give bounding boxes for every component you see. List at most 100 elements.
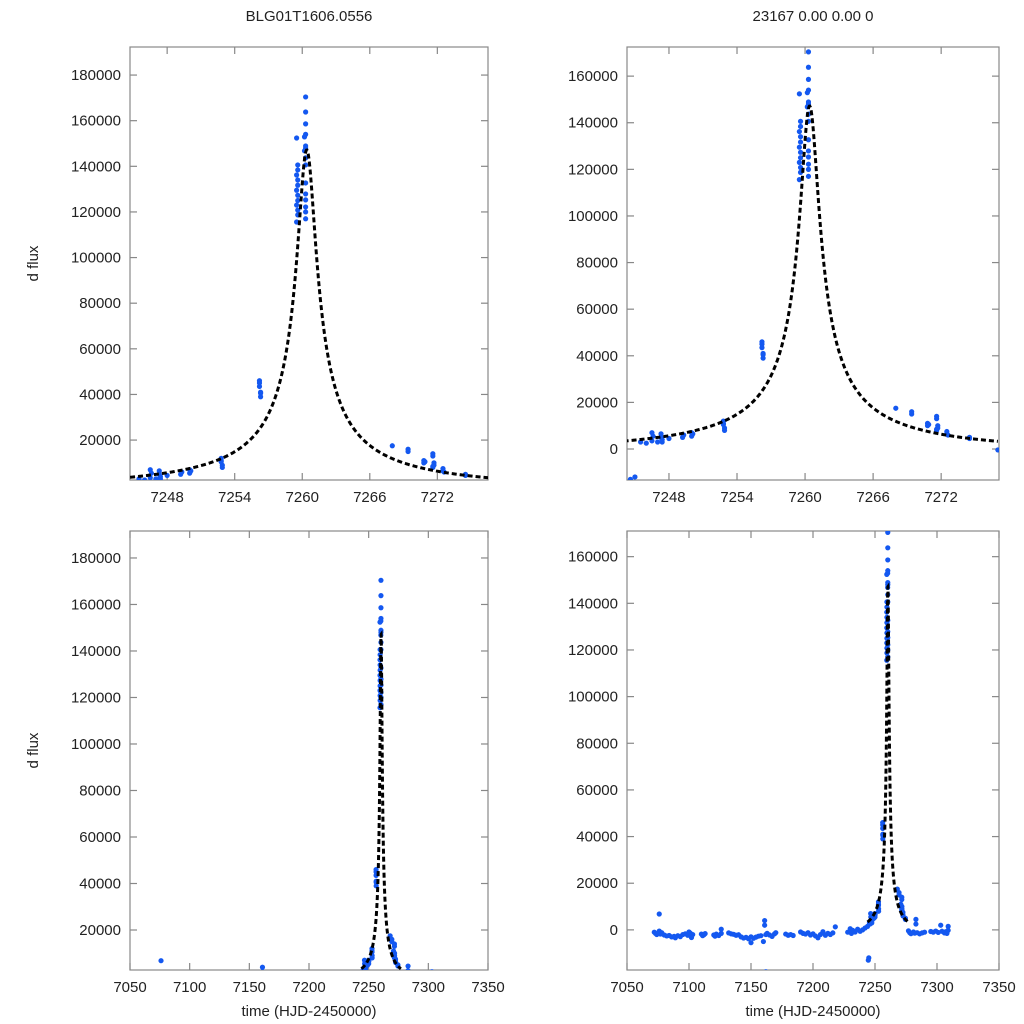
plot-frame xyxy=(129,530,489,971)
data-point xyxy=(559,477,564,482)
data-point xyxy=(718,930,724,936)
plot-area xyxy=(651,531,951,970)
data-point xyxy=(120,480,125,485)
panel-title: 23167 0.00 0.00 0 xyxy=(753,8,874,25)
data-point xyxy=(218,973,223,978)
data-point xyxy=(285,979,290,984)
data-point xyxy=(163,979,168,984)
data-point xyxy=(805,76,812,82)
data-point xyxy=(576,446,581,451)
data-point xyxy=(405,448,411,455)
data-point xyxy=(909,411,915,417)
data-point xyxy=(389,443,395,449)
plot-frame xyxy=(129,46,489,481)
data-point xyxy=(283,979,288,984)
data-point xyxy=(325,977,330,982)
data-point xyxy=(760,938,767,945)
data-point xyxy=(349,973,354,978)
data-point xyxy=(303,121,309,127)
data-point xyxy=(294,172,300,178)
data-point xyxy=(303,209,309,215)
y-tick-label: 160000 xyxy=(568,68,618,85)
x-tick-label: 7250 xyxy=(858,979,891,996)
x-tick-label: 7100 xyxy=(672,979,705,996)
data-point xyxy=(761,486,766,491)
data-point xyxy=(797,139,804,145)
x-tick-label: 7050 xyxy=(113,979,146,996)
data-point xyxy=(694,485,699,490)
y-tick-label: 40000 xyxy=(79,876,121,893)
data-point xyxy=(1007,449,1012,454)
data-point xyxy=(155,977,160,982)
y-tick-label: 40000 xyxy=(79,386,121,403)
y-tick-label: 20000 xyxy=(79,432,121,449)
data-point xyxy=(256,380,263,386)
data-point xyxy=(257,390,264,396)
x-tick-label: 7200 xyxy=(292,979,325,996)
data-point xyxy=(294,135,300,141)
data-point xyxy=(357,972,362,977)
data-point xyxy=(343,977,348,982)
data-point xyxy=(760,352,766,358)
data-point xyxy=(303,216,309,222)
data-point xyxy=(805,154,812,160)
data-point xyxy=(190,451,195,456)
data-point xyxy=(869,916,876,922)
data-point xyxy=(403,976,408,981)
data-point xyxy=(702,931,708,937)
data-point xyxy=(269,978,274,983)
data-point xyxy=(99,452,104,457)
data-point xyxy=(52,484,57,489)
data-point xyxy=(122,450,127,455)
data-point xyxy=(632,474,638,480)
x-tick-label: 7350 xyxy=(471,979,504,996)
data-point xyxy=(422,459,428,465)
y-tick-label: 100000 xyxy=(568,208,618,225)
data-point xyxy=(790,932,796,939)
data-point xyxy=(303,197,309,203)
data-point xyxy=(621,443,626,448)
data-point xyxy=(797,118,804,124)
x-tick-label: 7272 xyxy=(421,489,454,506)
data-point xyxy=(514,487,519,492)
data-point xyxy=(405,968,411,970)
y-tick-label: 120000 xyxy=(71,204,121,221)
y-tick-label: 60000 xyxy=(79,829,121,846)
y-tick-label: 80000 xyxy=(79,295,121,312)
data-point xyxy=(627,476,634,480)
data-point xyxy=(158,958,164,964)
data-point xyxy=(1018,450,1023,455)
y-tick-label: 180000 xyxy=(71,550,121,567)
data-point xyxy=(225,977,230,982)
panel-title: BLG01T1606.0556 xyxy=(246,8,373,25)
panel-top-right: 7248 7254 7260 7266 7272 0 20000 40000 60000 8000… xyxy=(31,8,1023,506)
x-axis-label: time (HJD-2450000) xyxy=(241,1003,376,1020)
data-point xyxy=(805,148,812,154)
x-tick-label: 7260 xyxy=(286,489,319,506)
y-tick-label: 100000 xyxy=(568,689,618,706)
plot-frame xyxy=(626,530,1000,971)
data-point xyxy=(294,187,300,193)
data-point xyxy=(405,963,411,969)
data-point xyxy=(126,513,131,518)
plot-area xyxy=(52,94,766,518)
data-point xyxy=(592,487,597,492)
model-curve xyxy=(360,630,402,970)
data-point xyxy=(796,91,802,97)
data-point xyxy=(378,618,384,624)
model-curve xyxy=(627,104,998,443)
data-point xyxy=(359,970,364,975)
y-tick-label: 160000 xyxy=(568,549,618,566)
data-point xyxy=(216,979,221,984)
data-point xyxy=(161,977,166,982)
data-point xyxy=(398,975,403,980)
data-point xyxy=(922,929,928,935)
data-point xyxy=(643,440,649,446)
data-point xyxy=(399,977,404,982)
x-tick-label: 7300 xyxy=(412,979,445,996)
data-point xyxy=(491,484,496,489)
data-point xyxy=(805,161,812,167)
x-tick-label: 7150 xyxy=(233,979,266,996)
data-point xyxy=(131,510,136,515)
data-point xyxy=(31,450,36,455)
